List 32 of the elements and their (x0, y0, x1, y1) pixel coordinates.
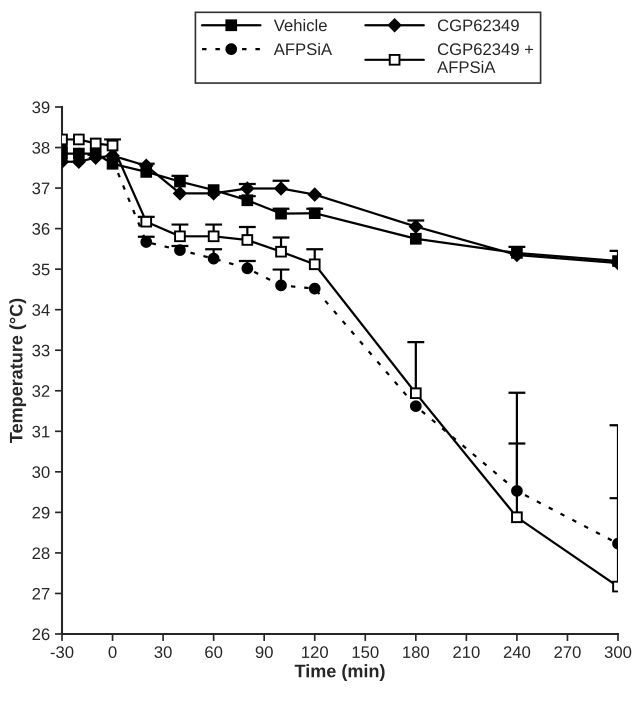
x-tick-label: 210 (453, 646, 480, 658)
x-axis-title: Time (min) (294, 664, 385, 681)
y-tick-label: 27 (32, 588, 50, 600)
y-tick-label: 36 (32, 223, 50, 235)
y-tick-label: 35 (32, 264, 50, 276)
x-tick-label: 30 (154, 646, 172, 658)
y-tick-label: 37 (32, 182, 50, 194)
y-tick-label: 33 (32, 344, 50, 356)
legend-label: CGP62349 + AFPSiA (437, 43, 534, 74)
y-tick-label: 30 (32, 466, 50, 478)
x-tick-label: 90 (256, 646, 273, 658)
y-axis-title: Temperature (°C) (9, 298, 26, 443)
y-tick-label: 28 (32, 547, 50, 560)
x-tick-label: 300 (604, 646, 632, 658)
legend-label: CGP62349 (438, 19, 519, 32)
y-tick-label: 32 (32, 385, 50, 397)
y-tick-label: 26 (32, 628, 50, 640)
y-tick-label: 29 (32, 506, 50, 519)
x-tick-label: 150 (352, 646, 379, 658)
x-tick-label: -30 (50, 646, 74, 658)
y-tick-label: 31 (32, 426, 50, 438)
x-tick-label: 240 (504, 646, 530, 658)
x-tick-label: 120 (302, 646, 328, 658)
y-tick-label: 39 (32, 101, 50, 114)
x-tick-label: 180 (403, 646, 430, 658)
x-tick-label: 60 (205, 646, 222, 658)
y-tick-label: 34 (32, 304, 50, 316)
x-tick-label: 0 (108, 646, 117, 658)
x-tick-label: 270 (554, 646, 581, 658)
legend-label: AFPSiA (274, 42, 332, 56)
legend-label: Vehicle (274, 19, 327, 32)
y-tick-label: 38 (32, 142, 50, 154)
